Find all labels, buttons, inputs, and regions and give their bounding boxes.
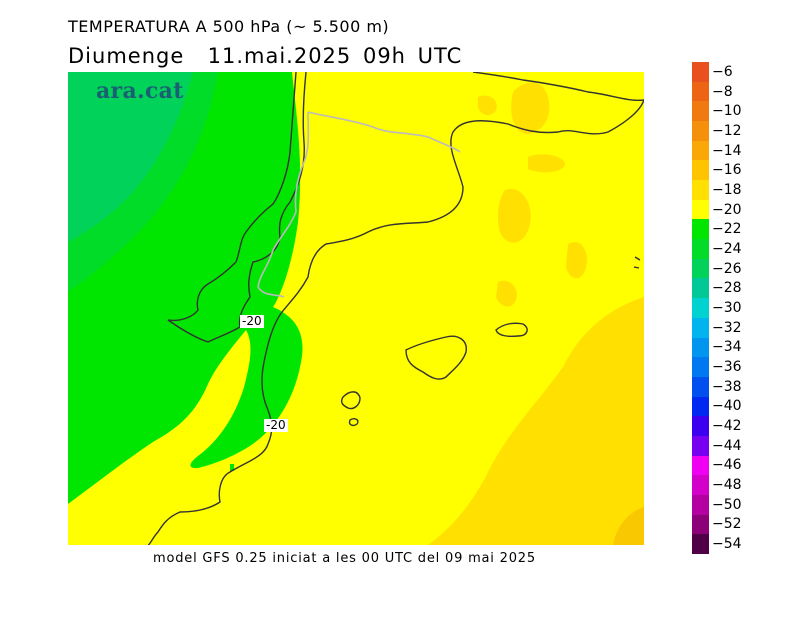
colorbar-swatch bbox=[692, 317, 709, 338]
colorbar-swatch bbox=[692, 81, 709, 102]
colorbar-label: −36 bbox=[712, 359, 742, 376]
colorbar-swatch bbox=[692, 396, 709, 417]
map-subtitle: Diumenge 11.mai.2025 09h UTC bbox=[68, 44, 463, 68]
field-warmer-northeast bbox=[511, 82, 550, 134]
field-warmer-blob-3 bbox=[566, 242, 587, 279]
field-warmer-blob-2 bbox=[497, 188, 531, 243]
colorbar-label: −48 bbox=[712, 477, 742, 494]
colorbar-swatch bbox=[692, 435, 709, 457]
colorbar-label: −40 bbox=[712, 398, 742, 415]
colorbar-swatch bbox=[692, 376, 709, 398]
colorbar bbox=[692, 62, 709, 555]
colorbar-swatch bbox=[692, 101, 709, 122]
colorbar-label: −30 bbox=[712, 300, 742, 316]
colorbar-swatch bbox=[692, 494, 709, 516]
coast-inland-1 bbox=[167, 72, 307, 343]
map-canvas bbox=[68, 72, 644, 545]
colorbar-swatch bbox=[692, 514, 709, 535]
colorbar-label: −12 bbox=[712, 122, 742, 139]
colorbar-label: −38 bbox=[712, 378, 742, 395]
colorbar-label: −16 bbox=[712, 162, 742, 179]
field-warmer-blob-5 bbox=[478, 95, 497, 116]
colorbar-swatch bbox=[692, 337, 709, 358]
colorbar-label: −28 bbox=[712, 280, 742, 297]
colorbar-label: −50 bbox=[712, 496, 742, 513]
colorbar-swatch bbox=[692, 534, 709, 555]
colorbar-label: −42 bbox=[712, 418, 742, 435]
contour-label: -20 bbox=[264, 418, 288, 432]
field-warmer-blob-4 bbox=[496, 280, 517, 307]
colorbar-swatch bbox=[692, 62, 709, 83]
model-footer: model GFS 0.25 iniciat a les 00 UTC del … bbox=[153, 551, 536, 566]
colorbar-swatch bbox=[692, 258, 709, 279]
colorbar-label: −10 bbox=[712, 103, 742, 120]
field-green-dot bbox=[230, 464, 234, 471]
colorbar-label: −18 bbox=[712, 181, 742, 198]
coast-menorca bbox=[495, 322, 528, 338]
coastlines bbox=[147, 72, 644, 545]
coast-iberia-east bbox=[147, 72, 644, 545]
colorbar-swatch bbox=[692, 239, 709, 260]
colorbar-swatch bbox=[692, 475, 709, 496]
colorbar-swatch bbox=[692, 180, 709, 201]
colorbar-swatch bbox=[692, 416, 709, 437]
contour-label: -20 bbox=[240, 314, 264, 328]
coast-ibiza bbox=[340, 391, 361, 410]
colorbar-swatch bbox=[692, 278, 709, 299]
colorbar-label: −32 bbox=[712, 319, 742, 336]
colorbar-swatch bbox=[692, 298, 709, 319]
map-title: TEMPERATURA A 500 hPa (~ 5.500 m) bbox=[68, 17, 390, 36]
colorbar-label: −22 bbox=[712, 221, 742, 238]
coast-formentera bbox=[348, 418, 359, 427]
colorbar-swatch bbox=[692, 455, 709, 476]
colorbar-swatch bbox=[692, 199, 709, 220]
colorbar-label: −8 bbox=[712, 83, 733, 100]
colorbar-swatch bbox=[692, 121, 709, 142]
temperature-map bbox=[68, 72, 644, 545]
colorbar-label: −6 bbox=[712, 63, 733, 80]
coast-mallorca bbox=[405, 335, 467, 380]
field-coldest bbox=[68, 72, 193, 242]
colorbar-label: −46 bbox=[712, 457, 742, 474]
colorbar-label: −20 bbox=[712, 201, 742, 218]
colorbar-label: −14 bbox=[712, 142, 742, 159]
coast-sardinia-edge bbox=[633, 256, 641, 269]
field-warmer-blob-1 bbox=[528, 154, 565, 173]
colorbar-label: −34 bbox=[712, 339, 742, 356]
colorbar-label: −44 bbox=[712, 437, 742, 454]
colorbar-swatch bbox=[692, 140, 709, 161]
colorbar-label: −54 bbox=[712, 536, 742, 553]
field-warmer-corner bbox=[613, 507, 644, 545]
colorbar-label: −24 bbox=[712, 240, 742, 257]
logo-text: ara.cat bbox=[96, 78, 184, 104]
colorbar-swatch bbox=[692, 219, 709, 240]
colorbar-label: −26 bbox=[712, 260, 742, 277]
colorbar-swatch bbox=[692, 160, 709, 181]
colorbar-label: −52 bbox=[712, 516, 742, 533]
borders bbox=[257, 111, 461, 298]
border-pyrenees bbox=[307, 111, 461, 153]
field-warmer-southeast bbox=[428, 297, 644, 545]
colorbar-swatch bbox=[692, 357, 709, 378]
border-catalonia-west bbox=[257, 111, 310, 298]
